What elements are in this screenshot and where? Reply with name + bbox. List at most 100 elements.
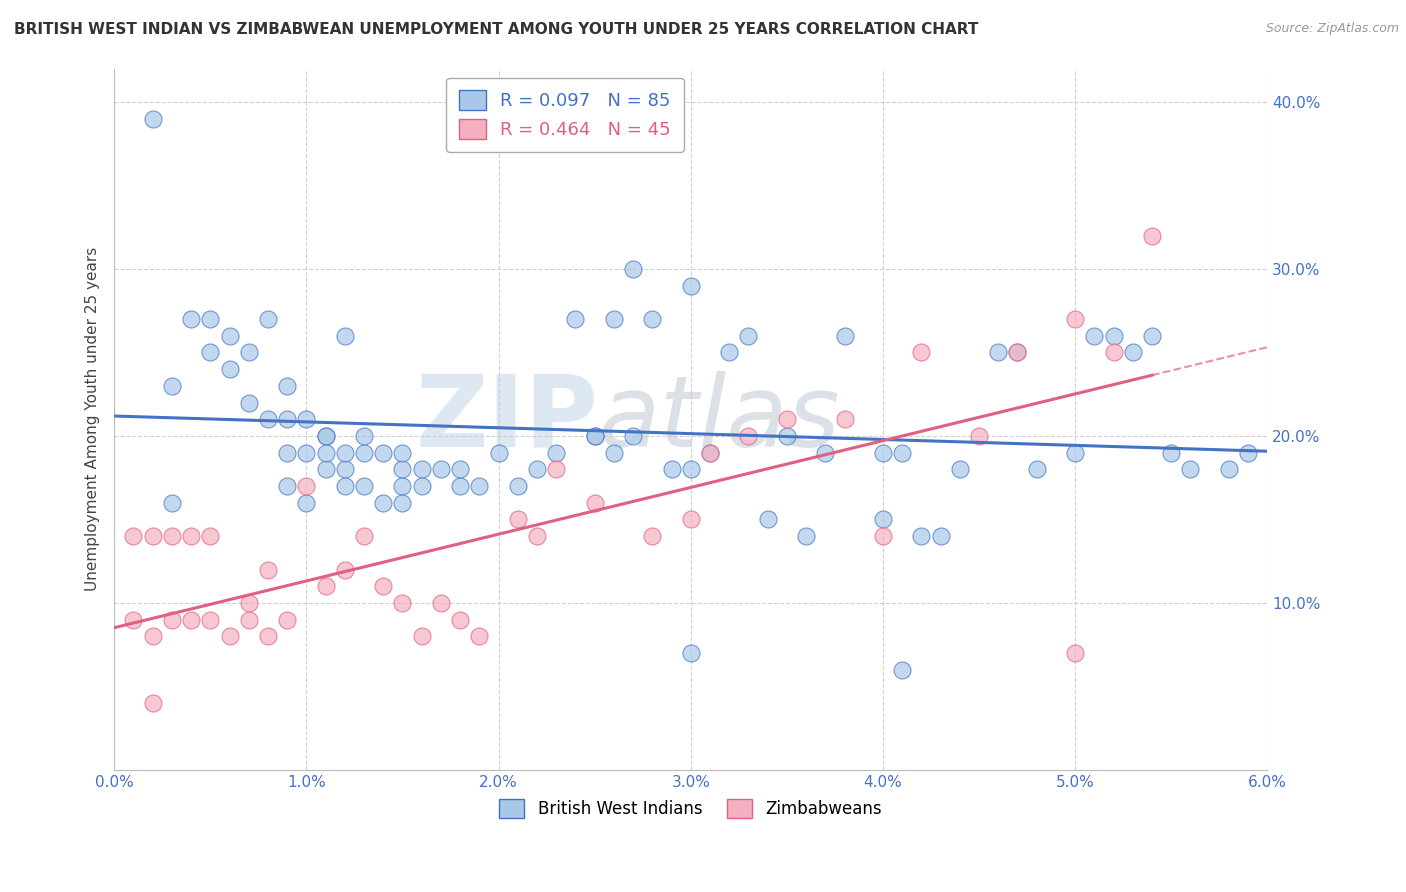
Point bbox=[699, 445, 721, 459]
Point bbox=[679, 462, 702, 476]
Point bbox=[679, 512, 702, 526]
Point bbox=[910, 529, 932, 543]
Point bbox=[449, 613, 471, 627]
Point bbox=[276, 479, 298, 493]
Point bbox=[872, 445, 894, 459]
Point bbox=[411, 462, 433, 476]
Point bbox=[160, 496, 183, 510]
Point bbox=[276, 379, 298, 393]
Point bbox=[872, 512, 894, 526]
Point bbox=[391, 479, 413, 493]
Point bbox=[353, 445, 375, 459]
Point bbox=[641, 312, 664, 326]
Point bbox=[1064, 445, 1087, 459]
Point bbox=[1237, 445, 1260, 459]
Point bbox=[449, 479, 471, 493]
Point bbox=[315, 429, 337, 443]
Point bbox=[295, 496, 318, 510]
Point bbox=[546, 445, 568, 459]
Point bbox=[756, 512, 779, 526]
Point bbox=[488, 445, 510, 459]
Point bbox=[603, 312, 626, 326]
Point bbox=[1007, 345, 1029, 359]
Point bbox=[218, 362, 240, 376]
Point bbox=[373, 445, 395, 459]
Point bbox=[776, 429, 799, 443]
Point bbox=[1083, 328, 1105, 343]
Point bbox=[333, 479, 356, 493]
Point bbox=[200, 345, 222, 359]
Point bbox=[1160, 445, 1182, 459]
Point bbox=[967, 429, 990, 443]
Point bbox=[583, 429, 606, 443]
Point bbox=[411, 629, 433, 643]
Text: ZIP: ZIP bbox=[416, 371, 599, 467]
Point bbox=[276, 412, 298, 426]
Point bbox=[200, 613, 222, 627]
Point bbox=[1122, 345, 1144, 359]
Point bbox=[353, 479, 375, 493]
Point bbox=[257, 629, 280, 643]
Point bbox=[238, 596, 260, 610]
Point bbox=[1140, 228, 1163, 243]
Point bbox=[180, 529, 202, 543]
Y-axis label: Unemployment Among Youth under 25 years: Unemployment Among Youth under 25 years bbox=[86, 247, 100, 591]
Point bbox=[526, 529, 548, 543]
Point bbox=[315, 579, 337, 593]
Point bbox=[353, 429, 375, 443]
Point bbox=[122, 529, 145, 543]
Point bbox=[257, 312, 280, 326]
Point bbox=[699, 445, 721, 459]
Point bbox=[641, 529, 664, 543]
Point bbox=[218, 629, 240, 643]
Point bbox=[1218, 462, 1240, 476]
Point bbox=[546, 462, 568, 476]
Point bbox=[1102, 345, 1125, 359]
Point bbox=[814, 445, 837, 459]
Point bbox=[238, 345, 260, 359]
Point bbox=[910, 345, 932, 359]
Point bbox=[449, 462, 471, 476]
Point bbox=[315, 462, 337, 476]
Point bbox=[949, 462, 972, 476]
Point bbox=[583, 429, 606, 443]
Point bbox=[391, 596, 413, 610]
Point bbox=[295, 412, 318, 426]
Point bbox=[1064, 646, 1087, 660]
Point bbox=[160, 529, 183, 543]
Point bbox=[333, 445, 356, 459]
Point bbox=[929, 529, 952, 543]
Point bbox=[506, 512, 529, 526]
Point bbox=[373, 496, 395, 510]
Point bbox=[257, 412, 280, 426]
Point bbox=[891, 445, 914, 459]
Point bbox=[160, 379, 183, 393]
Point bbox=[391, 445, 413, 459]
Point bbox=[180, 613, 202, 627]
Point bbox=[661, 462, 683, 476]
Point bbox=[679, 278, 702, 293]
Point bbox=[1064, 312, 1087, 326]
Point bbox=[295, 479, 318, 493]
Point bbox=[373, 579, 395, 593]
Point bbox=[430, 596, 453, 610]
Point bbox=[1180, 462, 1202, 476]
Point bbox=[834, 328, 856, 343]
Point bbox=[200, 529, 222, 543]
Point bbox=[506, 479, 529, 493]
Point bbox=[794, 529, 817, 543]
Point bbox=[679, 646, 702, 660]
Point bbox=[430, 462, 453, 476]
Point bbox=[353, 529, 375, 543]
Point bbox=[872, 529, 894, 543]
Point bbox=[238, 613, 260, 627]
Point bbox=[603, 445, 626, 459]
Point bbox=[238, 395, 260, 409]
Text: Source: ZipAtlas.com: Source: ZipAtlas.com bbox=[1265, 22, 1399, 36]
Point bbox=[180, 312, 202, 326]
Point bbox=[468, 629, 491, 643]
Point bbox=[333, 563, 356, 577]
Point bbox=[621, 429, 644, 443]
Point bbox=[276, 445, 298, 459]
Point bbox=[295, 445, 318, 459]
